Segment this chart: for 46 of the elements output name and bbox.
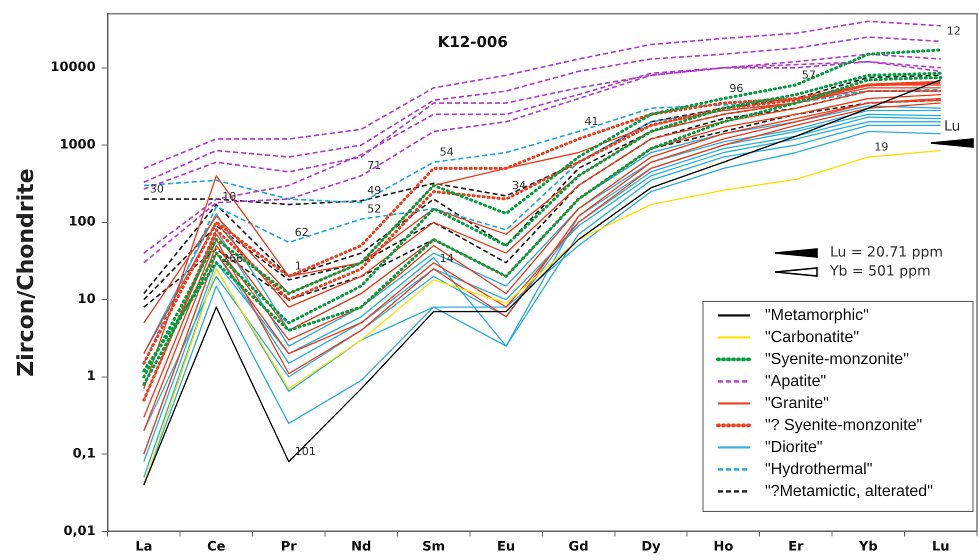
legend-label: "Metamorphic" bbox=[765, 306, 869, 324]
legend-label: "? Syenite-monzonite" bbox=[765, 416, 922, 434]
y-tick-label: 0,1 bbox=[72, 446, 96, 462]
annotation: 62 bbox=[294, 226, 309, 239]
x-tick-label: Yb bbox=[858, 540, 878, 555]
y-tick-label: 100 bbox=[68, 214, 96, 230]
legend-label: "Apatite" bbox=[765, 372, 826, 390]
annotation: 96 bbox=[729, 82, 744, 95]
annotation: Yb = 501 ppm bbox=[829, 264, 931, 280]
y-tick-label: 1000 bbox=[59, 137, 96, 152]
y-tick-label: 1 bbox=[86, 369, 96, 384]
x-tick-label: Sm bbox=[422, 540, 446, 555]
x-tick-label: Eu bbox=[497, 540, 516, 555]
annotation: Lu = 20.71 ppm bbox=[830, 244, 943, 261]
x-tick-label: La bbox=[135, 540, 152, 555]
x-tick-label: Ce bbox=[207, 540, 226, 555]
annotation: 41 bbox=[584, 114, 599, 128]
annotation: 34 bbox=[512, 179, 526, 192]
annotation: 30 bbox=[150, 182, 164, 196]
x-tick-label: Gd bbox=[568, 540, 589, 555]
annotation: 52 bbox=[367, 202, 382, 216]
text: K12-006 bbox=[438, 33, 508, 52]
legend-label: "Syenite-monzonite" bbox=[765, 350, 909, 368]
legend-label: "?Metamictic, alterated" bbox=[765, 482, 933, 500]
legend-label: "Granite" bbox=[765, 394, 829, 412]
x-tick-label: Er bbox=[788, 540, 804, 555]
annotation: 12 bbox=[946, 24, 961, 38]
x-tick-label: Pr bbox=[280, 540, 298, 555]
legend-label: "Hydrothermal" bbox=[765, 460, 872, 478]
y-tick-label: 10 bbox=[78, 292, 96, 307]
annotation: 1 bbox=[294, 260, 302, 273]
annotation: 49 bbox=[367, 184, 382, 198]
x-tick-label: Ho bbox=[714, 540, 734, 555]
legend-label: "Diorite" bbox=[765, 438, 823, 456]
annotation: 19 bbox=[874, 140, 888, 154]
x-tick-label: Lu bbox=[932, 540, 950, 555]
annotation: 71 bbox=[367, 159, 382, 172]
x-tick-label: Dy bbox=[641, 540, 662, 555]
y-tick-label: 10000 bbox=[50, 60, 96, 76]
legend-label: "Carbonatite" bbox=[765, 328, 860, 346]
x-tick-label: Nd bbox=[351, 540, 372, 555]
y-tick-label: 0,01 bbox=[64, 524, 96, 539]
annotation: Lu bbox=[944, 118, 960, 135]
y-axis-title: Zircon/Chondrite bbox=[14, 168, 39, 377]
annotation: 57 bbox=[802, 68, 816, 82]
annotation: 54 bbox=[440, 146, 454, 159]
